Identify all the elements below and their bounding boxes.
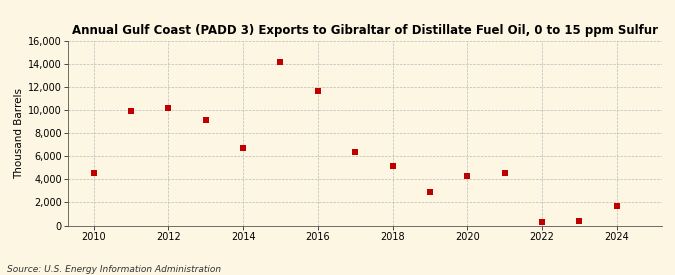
Point bbox=[462, 174, 472, 178]
Point bbox=[313, 89, 323, 93]
Title: Annual Gulf Coast (PADD 3) Exports to Gibraltar of Distillate Fuel Oil, 0 to 15 : Annual Gulf Coast (PADD 3) Exports to Gi… bbox=[72, 24, 657, 37]
Text: Source: U.S. Energy Information Administration: Source: U.S. Energy Information Administ… bbox=[7, 265, 221, 274]
Point bbox=[88, 170, 99, 175]
Point bbox=[537, 220, 547, 224]
Point bbox=[126, 109, 136, 114]
Point bbox=[612, 204, 622, 208]
Point bbox=[500, 170, 510, 175]
Point bbox=[238, 146, 248, 150]
Point bbox=[163, 106, 173, 110]
Point bbox=[275, 60, 286, 64]
Point bbox=[350, 150, 360, 154]
Point bbox=[425, 190, 435, 194]
Y-axis label: Thousand Barrels: Thousand Barrels bbox=[14, 88, 24, 179]
Point bbox=[574, 219, 585, 223]
Point bbox=[200, 117, 211, 122]
Point bbox=[387, 163, 398, 168]
